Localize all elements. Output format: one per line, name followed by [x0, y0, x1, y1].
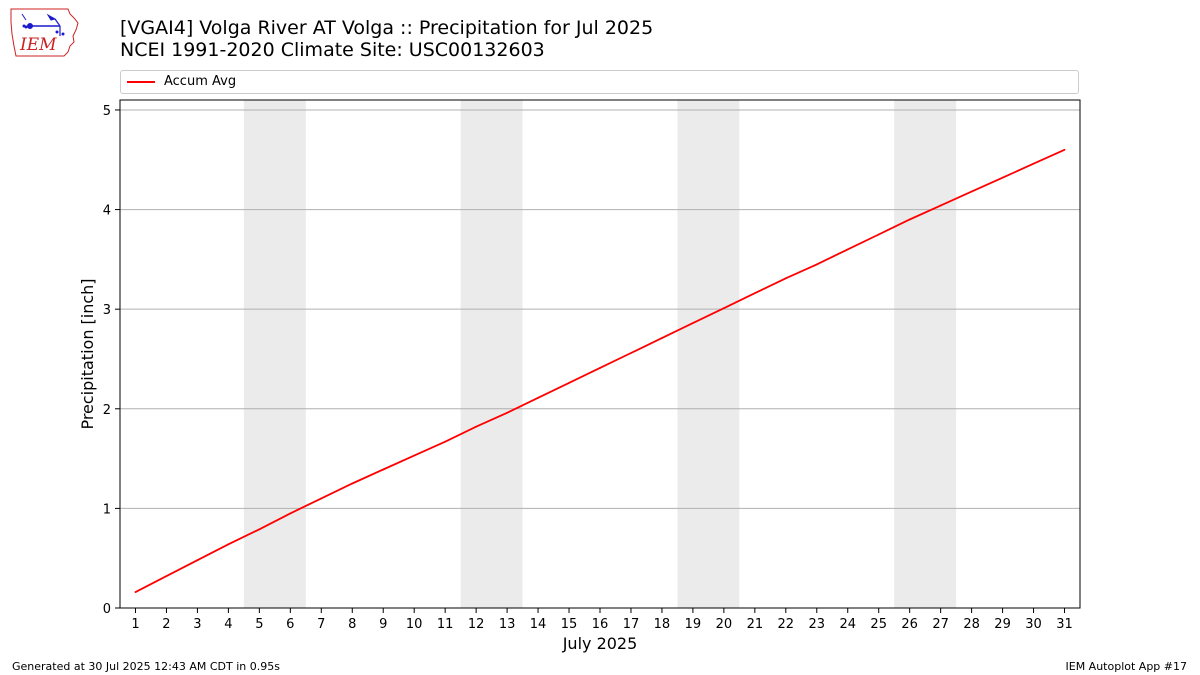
data-point-day-1: [134, 591, 137, 593]
x-tick-label-16: 16: [592, 617, 609, 632]
data-point-day-28: [970, 190, 973, 193]
x-tick-label-26: 26: [901, 617, 918, 632]
x-tick-label-15: 15: [561, 617, 578, 632]
x-tick-label-4: 4: [224, 617, 232, 632]
data-point-day-18: [661, 337, 663, 339]
x-tick-label-9: 9: [379, 617, 387, 632]
chart-legend: Accum Avg: [120, 70, 1079, 94]
data-point-day-5: [258, 528, 261, 531]
data-point-day-23: [815, 263, 818, 266]
x-tick-label-22: 22: [778, 617, 795, 632]
chart-title: [VGAI4] Volga River AT Volga :: Precipit…: [120, 17, 654, 39]
data-point-day-19: [692, 322, 694, 325]
x-tick-label-24: 24: [839, 617, 856, 632]
x-tick-label-30: 30: [1025, 617, 1042, 632]
x-tick-label-6: 6: [286, 617, 294, 632]
x-tick-label-21: 21: [747, 617, 764, 632]
x-tick-label-31: 31: [1056, 617, 1073, 632]
iem-logo: IEM: [10, 8, 79, 57]
data-point-day-2: [165, 575, 168, 578]
data-point-day-29: [1001, 176, 1004, 179]
y-tick-label-2: 2: [103, 403, 111, 418]
x-tick-label-2: 2: [162, 617, 170, 632]
data-point-day-26: [908, 218, 911, 221]
x-tick-label-19: 19: [685, 617, 702, 632]
data-point-day-22: [784, 277, 787, 280]
legend-swatch: [127, 81, 155, 83]
x-tick-label-29: 29: [994, 617, 1011, 632]
y-tick-label-4: 4: [103, 204, 111, 219]
y-tick-label-3: 3: [103, 303, 111, 318]
legend-label-accum-avg: Accum Avg: [164, 74, 237, 89]
data-point-day-16: [599, 367, 601, 369]
data-point-day-11: [444, 440, 447, 443]
x-tick-label-10: 10: [406, 617, 423, 632]
x-tick-label-3: 3: [193, 617, 201, 632]
x-tick-label-5: 5: [255, 617, 263, 632]
data-point-day-12: [475, 425, 478, 428]
data-point-day-7: [320, 497, 323, 500]
data-point-day-9: [382, 468, 385, 471]
x-tick-label-7: 7: [317, 617, 325, 632]
x-axis-label: July 2025: [562, 634, 638, 653]
data-point-day-17: [630, 352, 632, 354]
weather-station-icon: [21, 13, 65, 36]
weekend-band-4: [894, 100, 957, 608]
x-tick-label-23: 23: [809, 617, 826, 632]
weekend-band-3: [677, 100, 740, 608]
footer-generated: Generated at 30 Jul 2025 12:43 AM CDT in…: [12, 660, 280, 673]
data-point-day-14: [537, 396, 539, 399]
x-tick-label-13: 13: [499, 617, 516, 632]
data-point-day-4: [227, 543, 230, 546]
chart-subtitle: NCEI 1991-2020 Climate Site: USC00132603: [120, 39, 545, 61]
x-tick-label-11: 11: [437, 617, 454, 632]
y-axis-label: Precipitation [inch]: [78, 278, 97, 429]
x-tick-label-17: 17: [623, 617, 640, 632]
data-point-day-10: [413, 454, 416, 457]
y-tick-label-5: 5: [103, 104, 111, 119]
x-tick-label-27: 27: [932, 617, 949, 632]
x-tick-label-14: 14: [530, 617, 547, 632]
weekend-band-1: [243, 100, 306, 608]
data-point-day-15: [568, 381, 570, 384]
y-tick-label-1: 1: [103, 502, 111, 517]
x-tick-label-20: 20: [716, 617, 733, 632]
x-tick-label-8: 8: [348, 617, 356, 632]
x-tick-label-12: 12: [468, 617, 485, 632]
data-point-day-13: [506, 411, 508, 414]
weekend-band-2: [460, 100, 523, 608]
footer-app-id: IEM Autoplot App #17: [1065, 660, 1188, 673]
data-point-day-25: [877, 233, 880, 236]
x-tick-label-25: 25: [870, 617, 887, 632]
data-point-day-21: [753, 292, 756, 295]
x-tick-label-1: 1: [131, 617, 139, 632]
data-point-day-6: [289, 512, 292, 515]
data-point-day-31: [1063, 148, 1066, 151]
iowa-outline-icon: [10, 8, 79, 57]
y-tick-label-0: 0: [103, 602, 111, 617]
data-point-day-20: [722, 307, 725, 310]
x-tick-label-18: 18: [654, 617, 671, 632]
x-tick-label-28: 28: [963, 617, 980, 632]
data-point-day-8: [351, 482, 354, 485]
data-point-day-3: [196, 559, 199, 562]
data-point-day-30: [1032, 162, 1035, 165]
data-point-day-27: [939, 204, 942, 207]
data-point-day-24: [846, 248, 849, 251]
iem-logo-text: IEM: [19, 35, 57, 55]
